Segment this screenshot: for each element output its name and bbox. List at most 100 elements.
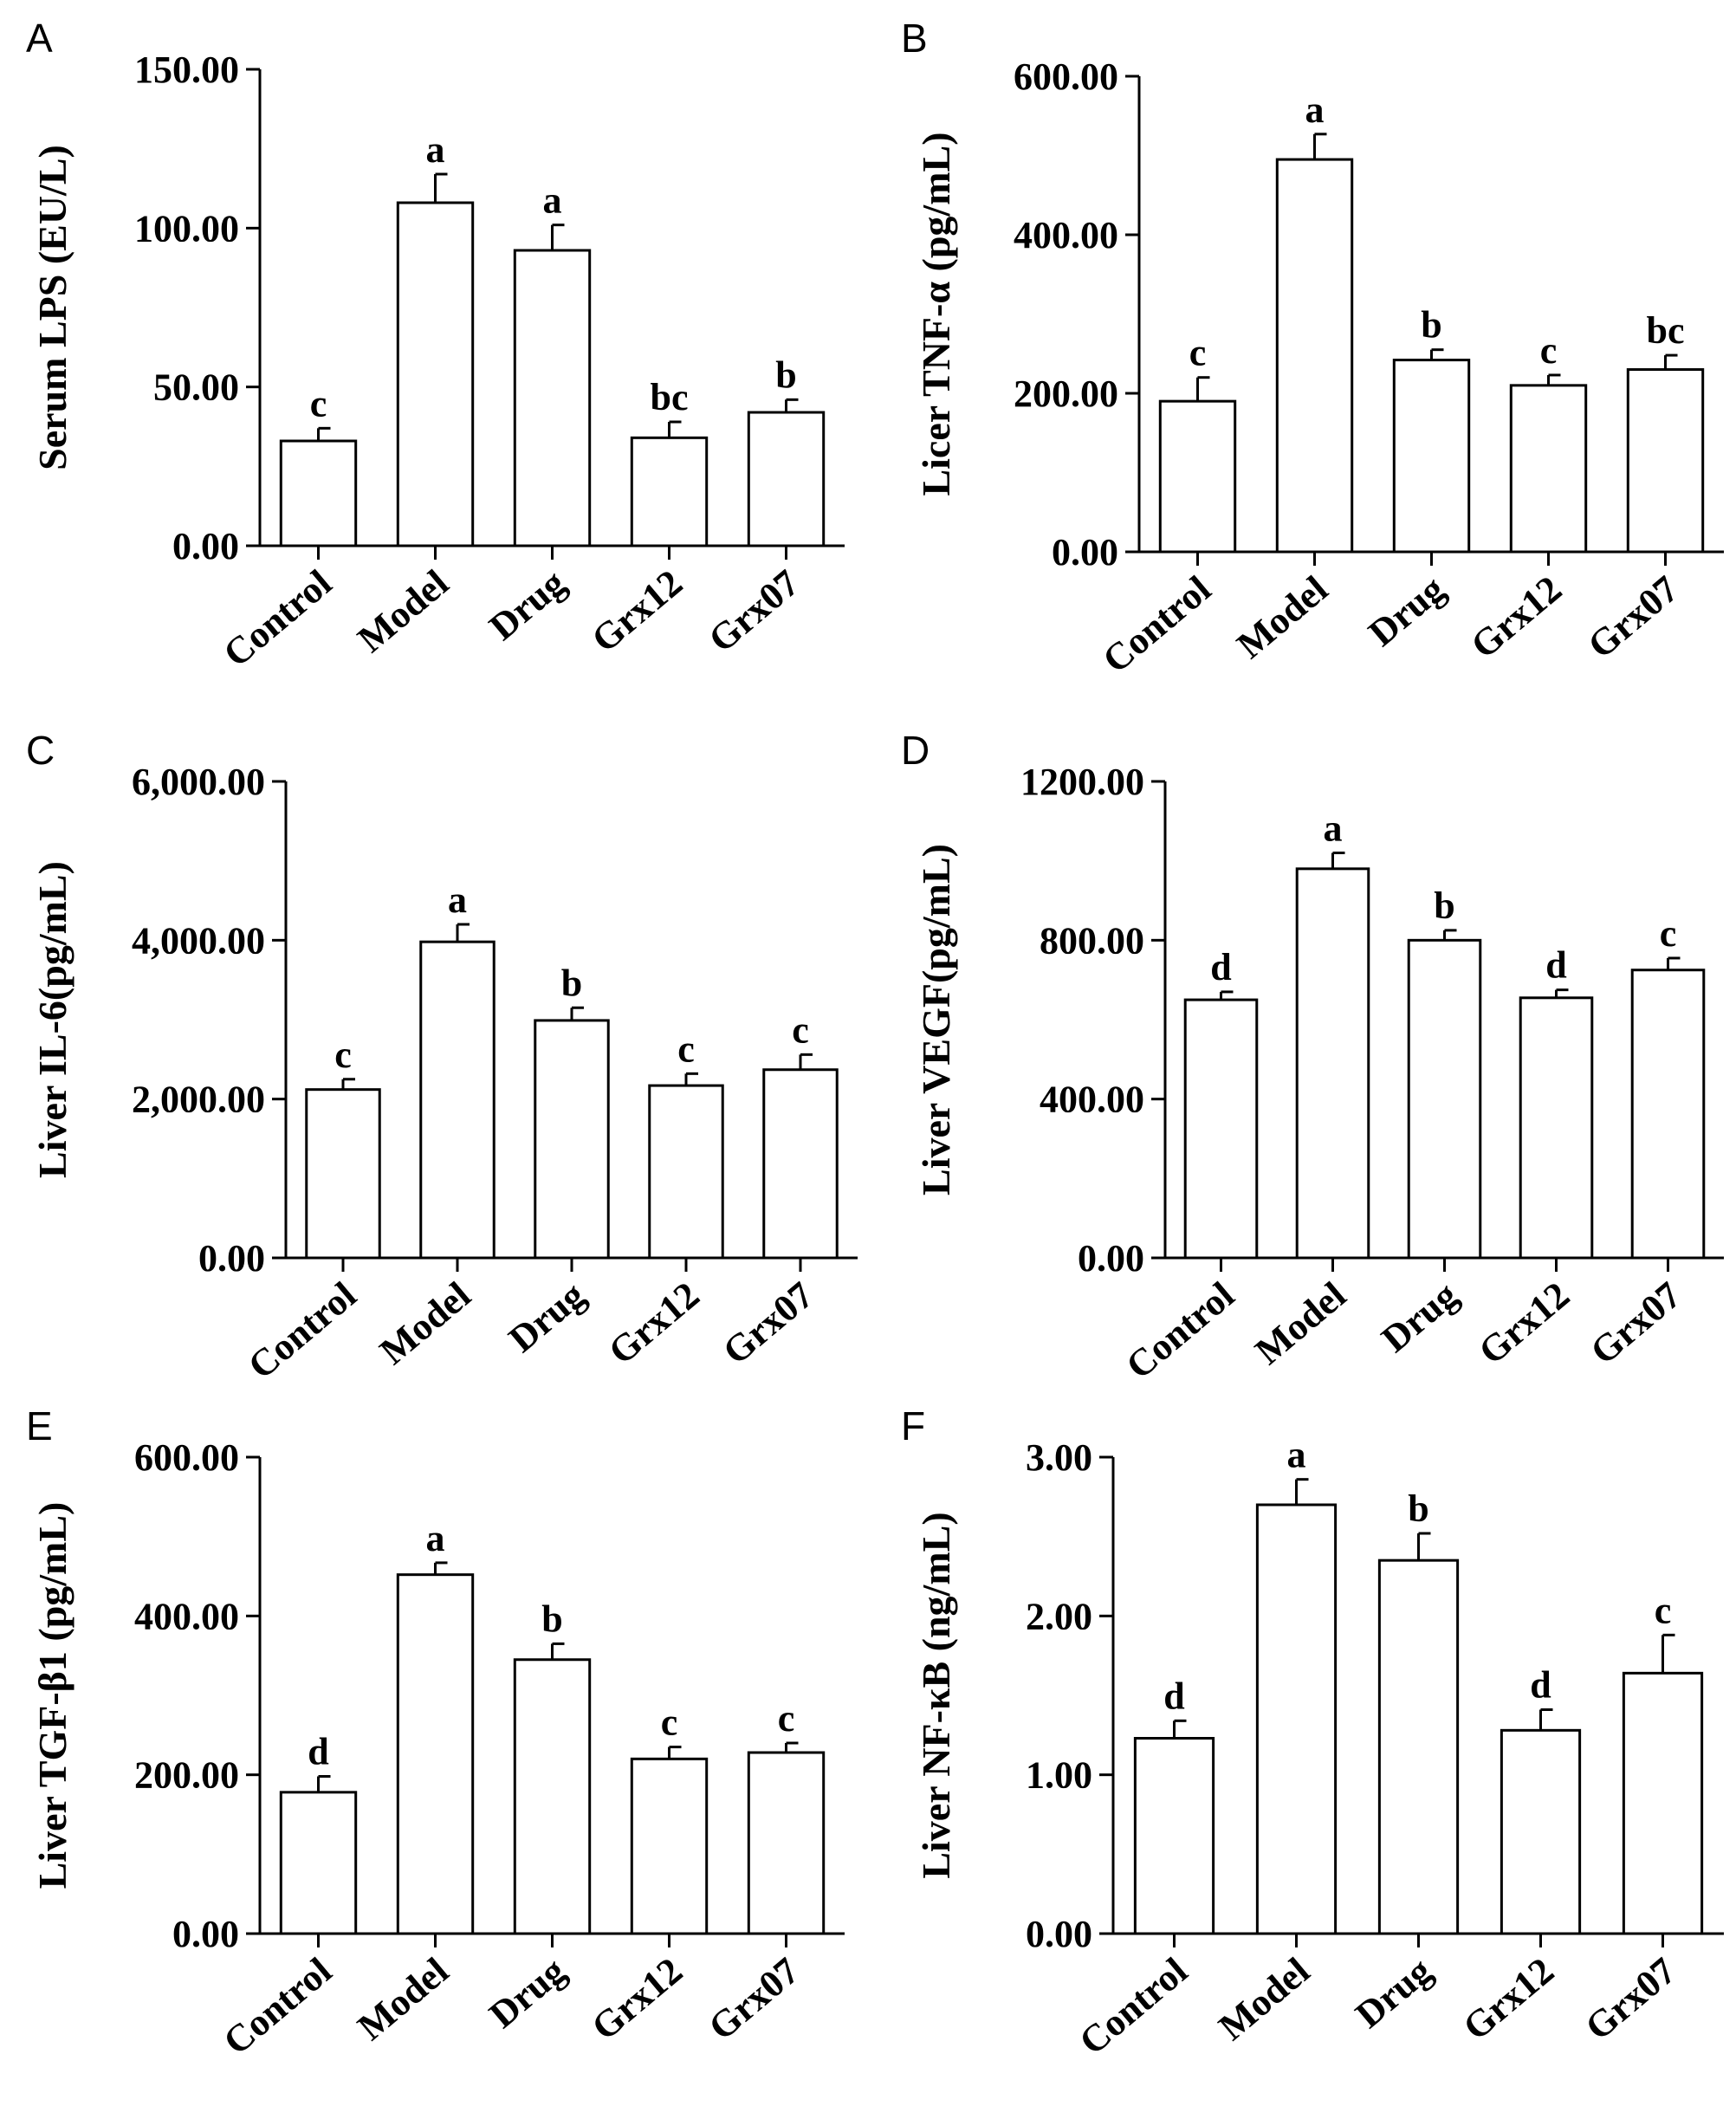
significance-label: c xyxy=(792,1008,809,1051)
category-label: Drug xyxy=(1374,1273,1466,1360)
category-label: Drug xyxy=(482,1949,573,2036)
significance-label: b xyxy=(1408,1487,1428,1530)
y-axis-label: Liver VEGF(pg/mL) xyxy=(914,844,958,1196)
category-label: Model xyxy=(1211,1949,1318,2049)
significance-label: c xyxy=(334,1034,352,1076)
significance-label: a xyxy=(426,128,445,171)
bar xyxy=(1377,1558,1460,1935)
category-label: Control xyxy=(216,561,340,675)
significance-label: bc xyxy=(651,376,689,418)
bar xyxy=(396,1573,475,1935)
bar xyxy=(747,1751,826,1935)
category-label: Grx07 xyxy=(1580,567,1687,667)
y-tick-label: 0.00 xyxy=(172,1913,239,1955)
panel-letter: C xyxy=(26,728,55,773)
category-label: Control xyxy=(216,1949,340,2063)
y-tick-label: 100.00 xyxy=(134,207,239,249)
category-label: Grx07 xyxy=(1583,1273,1689,1373)
significance-label: c xyxy=(778,1697,795,1740)
significance-label: c xyxy=(1189,332,1207,374)
significance-label: d xyxy=(1545,944,1566,987)
y-tick-label: 200.00 xyxy=(134,1754,239,1797)
y-tick-label: 2,000.00 xyxy=(132,1079,265,1121)
significance-label: a xyxy=(1287,1434,1306,1476)
significance-label: b xyxy=(561,962,582,1004)
y-tick-label: 400.00 xyxy=(1040,1079,1144,1121)
category-label: Grx07 xyxy=(701,561,807,661)
y-tick-label: 400.00 xyxy=(134,1595,239,1637)
category-label: Grx07 xyxy=(701,1949,807,2049)
y-tick-label: 400.00 xyxy=(1014,214,1118,256)
panel-d: D 0.00 400.00 800.00 1200.00 Liver VEGF(pg/mL… xyxy=(901,728,1724,1387)
significance-label: a xyxy=(448,878,467,921)
significance-label: c xyxy=(310,382,327,424)
y-tick-label: 0.00 xyxy=(172,525,239,567)
bar xyxy=(1407,938,1482,1260)
y-axis-label: Serum LPS (EU/L) xyxy=(30,145,74,470)
y-tick-label: 800.00 xyxy=(1040,919,1144,962)
bar xyxy=(279,439,358,548)
category-label: Model xyxy=(350,561,457,661)
bar xyxy=(1183,998,1259,1260)
y-tick-label: 600.00 xyxy=(1014,55,1118,98)
panel-e: E 0.00 200.00 400.00 600.00 Liver TGF-β1 (pg/… xyxy=(26,1403,845,2063)
bar xyxy=(534,1019,610,1260)
bar xyxy=(1626,368,1705,554)
bar xyxy=(279,1791,358,1935)
bar xyxy=(630,1757,709,1935)
panel-letter: D xyxy=(901,728,930,773)
significance-label: c xyxy=(1540,329,1558,372)
bar xyxy=(630,436,709,548)
y-tick-label: 0.00 xyxy=(198,1237,265,1280)
y-tick-label: 150.00 xyxy=(134,49,239,91)
category-label: Drug xyxy=(1361,567,1453,654)
significance-label: d xyxy=(1530,1664,1551,1707)
panel-a: A 0.00 50.00 100.00 150.00 Serum LPS (EU/L) c C… xyxy=(26,16,845,675)
y-tick-label: 200.00 xyxy=(1014,373,1118,415)
y-axis-label: Liver IL-6(pg/mL) xyxy=(30,861,74,1178)
significance-label: b xyxy=(1434,885,1454,927)
y-tick-label: 50.00 xyxy=(153,366,239,409)
y-tick-label: 4,000.00 xyxy=(132,919,265,962)
y-tick-label: 0.00 xyxy=(1026,1913,1092,1955)
significance-label: c xyxy=(677,1027,695,1070)
bar xyxy=(1500,1728,1582,1935)
significance-label: d xyxy=(1163,1675,1184,1717)
category-label: Model xyxy=(372,1273,478,1373)
significance-label: a xyxy=(1305,88,1325,131)
significance-label: a xyxy=(543,179,562,222)
significance-label: b xyxy=(1421,304,1441,347)
bar xyxy=(1509,384,1588,554)
bar xyxy=(1158,399,1237,554)
bar xyxy=(1519,996,1594,1260)
category-label: Model xyxy=(1247,1273,1354,1373)
panel-letter: F xyxy=(901,1403,925,1448)
bar xyxy=(513,1658,592,1935)
bar xyxy=(419,940,496,1260)
category-label: Grx12 xyxy=(584,1949,690,2049)
bar xyxy=(1295,867,1370,1260)
y-axis-label: Liver NF-κB (ng/mL) xyxy=(914,1512,958,1878)
category-label: Drug xyxy=(482,561,573,648)
bar xyxy=(1275,158,1354,554)
significance-label: a xyxy=(1324,807,1343,850)
bar xyxy=(305,1088,381,1260)
category-label: Grx12 xyxy=(1455,1949,1562,2049)
y-tick-label: 6,000.00 xyxy=(132,761,265,803)
significance-label: d xyxy=(1210,946,1231,988)
y-tick-label: 0.00 xyxy=(1078,1237,1144,1280)
panel-c: C 0.00 2,000.00 4,000.00 6,000.00 Liver IL-6(… xyxy=(26,728,858,1387)
panel-letter: E xyxy=(26,1403,53,1448)
category-label: Grx12 xyxy=(1471,1273,1577,1373)
significance-label: d xyxy=(308,1731,328,1773)
category-label: Model xyxy=(350,1949,457,2049)
y-tick-label: 1.00 xyxy=(1026,1754,1092,1797)
bar xyxy=(762,1068,839,1260)
category-label: Grx12 xyxy=(1463,567,1570,667)
category-label: Control xyxy=(240,1273,364,1387)
significance-label: a xyxy=(426,1517,445,1559)
category-label: Grx07 xyxy=(1577,1949,1684,2049)
y-axis-label: Liver TGF-β1 (pg/mL) xyxy=(30,1502,74,1889)
significance-label: bc xyxy=(1647,309,1685,352)
